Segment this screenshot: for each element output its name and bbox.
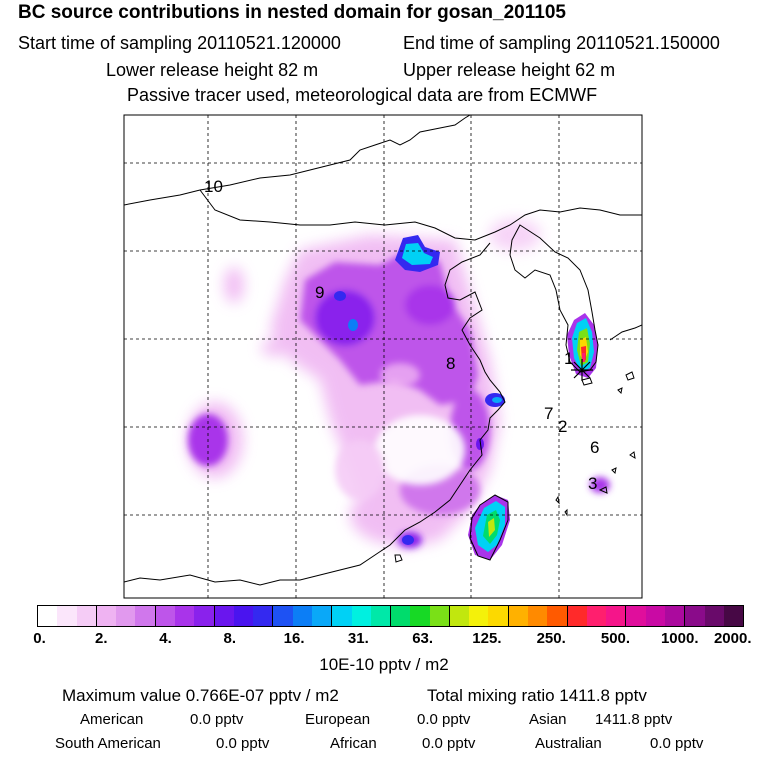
south-american-value: 0.0 pptv [216, 735, 270, 752]
region-label: 6 [590, 438, 599, 457]
australian-label: Australian [535, 735, 602, 752]
star-icon [571, 359, 593, 381]
tracer-note-text: Passive tracer used, meteorological data… [127, 85, 598, 105]
colorbar-segment [273, 606, 293, 626]
region-label: 9 [315, 283, 324, 302]
concentration-field [124, 115, 642, 586]
colorbar-segment [253, 606, 274, 626]
colorbar-segment [233, 606, 254, 626]
colorbar-tick-label: 250. [536, 630, 566, 647]
map-frame [123, 114, 643, 599]
map-title: BC source contributions in nested domain… [18, 2, 566, 23]
total-mixing-text: Total mixing ratio 1411.8 pptv [427, 686, 647, 705]
african-label: African [330, 735, 377, 752]
colorbar-segment [76, 606, 97, 626]
colorbar-segment [96, 606, 117, 626]
colorbar-segment [586, 606, 607, 626]
colorbar-segment [135, 606, 156, 626]
colorbar-units: 10E-10 pptv / m2 [319, 655, 449, 674]
colorbar-segment [685, 606, 705, 626]
colorbar-segment [508, 606, 529, 626]
colorbar-tick-label: 500. [600, 630, 631, 647]
colorbar-tick-label: 4. [159, 630, 172, 647]
colorbar-segment [567, 606, 587, 626]
colorbar-segment [194, 606, 215, 626]
region-label: 3 [588, 474, 597, 493]
colorbar-tick-label: 8. [223, 630, 237, 647]
colorbar-segment [155, 606, 175, 626]
south-american-label: South American [55, 735, 161, 752]
asian-value: 1411.8 pptv [595, 711, 673, 728]
lat-lon-grid [124, 115, 642, 598]
american-value: 0.0 pptv [190, 711, 244, 728]
colorbar-segment [410, 606, 430, 626]
colorbar-tick-label: 31. [347, 630, 369, 647]
colorbar-tick-label: 1000. [660, 630, 699, 647]
colorbar-segment [370, 606, 392, 626]
colorbar-segment [332, 606, 352, 626]
colorbar-segment [429, 606, 450, 626]
colorbar-segment [174, 606, 195, 626]
region-label: 7 [544, 404, 553, 423]
colorbar-segment [488, 606, 509, 626]
region-label: 1 [564, 349, 573, 368]
colorbar-tick-label: 0. [33, 630, 46, 647]
colorbar-segment [723, 606, 744, 626]
african-value: 0.0 pptv [422, 735, 476, 752]
colorbar-segment [547, 606, 568, 626]
colorbar-segment [292, 606, 312, 626]
region-label: 10 [204, 177, 223, 196]
coastlines [124, 115, 642, 586]
colorbar-segment [626, 606, 646, 626]
colorbar-segment [311, 606, 333, 626]
colorbar [37, 605, 744, 627]
colorbar-tick-label: 125. [472, 630, 502, 647]
colorbar-segment [351, 606, 371, 626]
lower-height-text: Lower release height 82 m [106, 60, 319, 80]
colorbar-segment [116, 606, 136, 626]
end-time-text: End time of sampling 20110521.150000 [403, 33, 720, 53]
colorbar-segment [528, 606, 548, 626]
map-panel: 10 9 8 1 7 2 6 3 [123, 114, 643, 599]
colorbar-segment [645, 606, 665, 626]
colorbar-tick-label: 16. [283, 630, 305, 647]
colorbar-tick-label: 63. [412, 630, 434, 647]
colorbar-tick-label: 2. [95, 630, 108, 647]
european-value: 0.0 pptv [417, 711, 471, 728]
colorbar-segment [57, 606, 77, 626]
colorbar-segment [704, 606, 724, 626]
upper-height-text: Upper release height 62 m [403, 60, 616, 80]
australian-value: 0.0 pptv [650, 735, 704, 752]
start-time-text: Start time of sampling 20110521.120000 [18, 33, 341, 53]
colorbar-segment [606, 606, 627, 626]
colorbar-segment [449, 606, 470, 626]
region-label: 8 [446, 354, 455, 373]
colorbar-segment [469, 606, 489, 626]
colorbar-segment [214, 606, 234, 626]
european-label: European [305, 711, 371, 728]
colorbar-segment [38, 606, 58, 626]
max-value-text: Maximum value 0.766E-07 pptv / m2 [62, 686, 339, 705]
region-label: 2 [558, 417, 567, 436]
asian-label: Asian [529, 711, 567, 728]
american-label: American [80, 711, 144, 728]
colorbar-segment [391, 606, 411, 626]
colorbar-segment [665, 606, 686, 626]
colorbar-tick-label: 2000. [713, 630, 752, 647]
